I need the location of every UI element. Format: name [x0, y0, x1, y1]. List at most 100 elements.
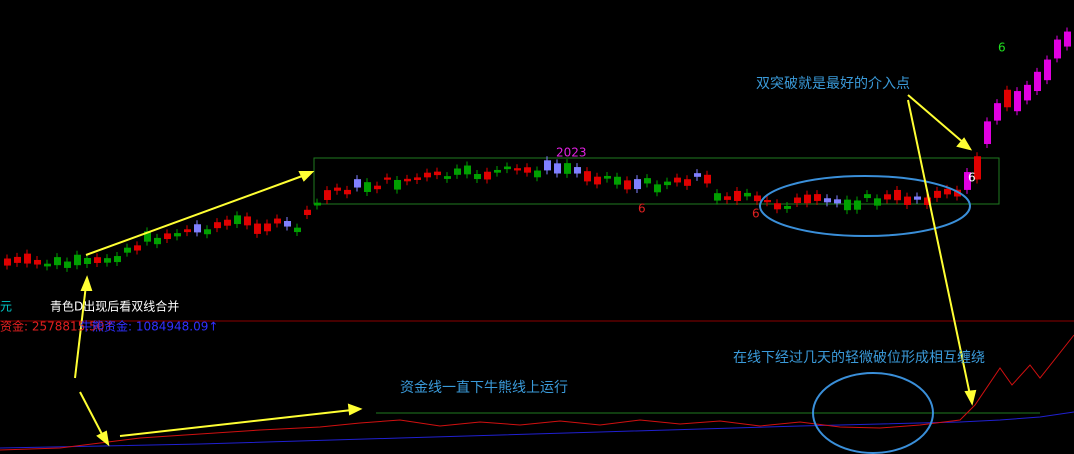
candle	[154, 237, 161, 245]
fund-value: 资金: 2578815.50↑	[0, 319, 114, 334]
candle	[184, 229, 191, 233]
candle	[874, 198, 881, 206]
candle	[144, 231, 151, 242]
candle	[64, 261, 71, 268]
candle	[364, 182, 371, 192]
bull-bear-value: 牛熊资金: 1084948.09↑	[80, 319, 218, 334]
annotation: 资金线一直下牛熊线上运行	[400, 379, 568, 396]
candles	[4, 27, 1071, 272]
bull-bear-line	[0, 411, 1074, 449]
candle	[264, 223, 271, 232]
candle	[444, 176, 451, 179]
candle	[994, 103, 1001, 121]
candle	[944, 188, 951, 195]
candle	[694, 173, 701, 177]
candle	[1024, 84, 1031, 101]
candle	[554, 163, 561, 174]
candle	[334, 187, 341, 191]
candle	[324, 190, 331, 200]
marker: 6	[752, 207, 760, 221]
candle	[784, 205, 791, 209]
annotation: 在线下经过几天的轻微破位形成相互缠绕	[733, 349, 985, 366]
candle	[194, 224, 201, 233]
candle	[224, 219, 231, 226]
candle	[164, 233, 171, 240]
candle	[904, 196, 911, 205]
candle	[834, 199, 841, 204]
candle	[534, 170, 541, 178]
candle	[524, 167, 531, 173]
candle	[804, 194, 811, 204]
candle	[574, 167, 581, 174]
candle	[654, 184, 661, 193]
annotation: 双突破就是最好的介入点	[756, 76, 910, 92]
highlight-ellipse	[812, 372, 934, 454]
candle	[104, 258, 111, 263]
candle	[354, 179, 361, 188]
candle	[54, 257, 61, 266]
candle	[94, 257, 101, 263]
marker: 6	[998, 41, 1006, 55]
candle	[234, 215, 241, 225]
candle	[414, 177, 421, 180]
candle	[914, 196, 921, 200]
candle	[384, 177, 391, 180]
candle	[974, 156, 981, 180]
candle	[884, 194, 891, 200]
candle	[774, 203, 781, 210]
candle	[344, 189, 351, 195]
unit-label: 元	[0, 300, 12, 314]
candle	[244, 216, 251, 226]
candle	[464, 165, 471, 175]
candle	[724, 196, 731, 200]
candle	[134, 245, 141, 251]
candle	[744, 192, 751, 197]
candle	[684, 179, 691, 186]
candle	[614, 176, 621, 185]
candle	[794, 197, 801, 204]
candle	[594, 176, 601, 185]
candle	[494, 169, 501, 173]
candle	[424, 172, 431, 178]
candle	[544, 160, 551, 171]
candle	[434, 171, 441, 176]
candle	[484, 171, 491, 180]
candle	[454, 168, 461, 175]
candle	[824, 198, 831, 203]
candle	[1004, 89, 1011, 108]
candle	[374, 185, 381, 190]
candle	[584, 171, 591, 182]
candle	[1054, 39, 1061, 59]
candle	[714, 193, 721, 201]
marker: 6	[968, 171, 976, 185]
candle	[934, 190, 941, 198]
arrows	[74, 94, 977, 447]
candle	[214, 222, 221, 229]
candle	[74, 254, 81, 266]
candle	[1034, 71, 1041, 92]
candle	[404, 178, 411, 182]
candle	[984, 121, 991, 145]
candle	[954, 189, 961, 197]
candle	[1014, 91, 1021, 112]
candle	[284, 221, 291, 227]
candle	[114, 256, 121, 263]
candle	[514, 168, 521, 171]
candle	[84, 258, 91, 265]
candle	[204, 229, 211, 235]
candle	[304, 209, 311, 216]
candle	[14, 256, 21, 263]
candle	[254, 223, 261, 234]
candle	[894, 189, 901, 201]
candle	[474, 174, 481, 180]
candle	[704, 174, 711, 184]
candle	[664, 181, 671, 186]
candle	[124, 247, 131, 253]
candle	[854, 200, 861, 210]
fund-line	[0, 334, 1074, 451]
candle	[764, 199, 771, 203]
candle	[314, 202, 321, 206]
candle	[504, 166, 511, 170]
